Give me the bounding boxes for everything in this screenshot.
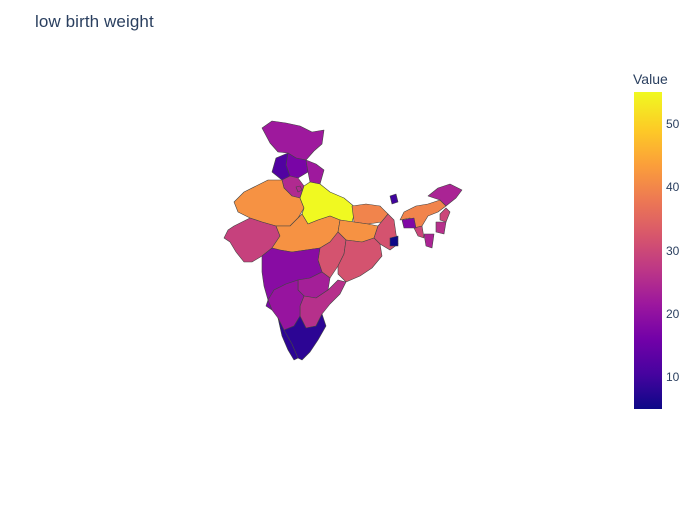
state-nagaland[interactable]: Nagaland: 30 [439, 207, 451, 223]
state-dadra-and-nagar-haveli[interactable]: Dadra and Nagar Haveli: 5 [389, 235, 399, 247]
state-tripura[interactable]: Tripura: 30 [413, 225, 425, 239]
state-arunachal-pradesh[interactable]: Arunachal Pradesh: 24 [427, 183, 463, 207]
colorbar-gradient [634, 92, 662, 409]
colorbar-tick-label: 10 [666, 370, 680, 385]
state-mizoram[interactable]: Mizoram: 24 [423, 233, 435, 249]
state-delhi[interactable]: Delhi: 25 [295, 185, 303, 193]
state-odisha[interactable]: Odisha: 32 [337, 237, 383, 283]
state-uttarakhand[interactable]: Uttarakhand: 22 [305, 159, 325, 185]
state-sikkim[interactable]: Sikkim: 10 [389, 193, 399, 205]
state-meghalaya[interactable]: Meghalaya: 18 [401, 217, 417, 229]
chart-title: low birth weight [35, 12, 154, 31]
colorbar-title: Value [633, 71, 668, 87]
state-jammu-and-kashmir[interactable]: Jammu and Kashmir: 22 [261, 120, 325, 161]
colorbar-tick-label: 40 [666, 180, 680, 195]
colorbar-tick-label: 50 [666, 116, 680, 131]
state-manipur[interactable]: Manipur: 26 [435, 221, 447, 235]
state-goa[interactable]: Goa: 17 [265, 299, 273, 311]
state-tamil-nadu[interactable]: Tamil Nadu: 8 [283, 313, 327, 361]
state-gujarat[interactable]: Gujarat: 29 [223, 217, 281, 263]
colorbar-tick-label: 20 [666, 306, 680, 321]
colorbar-tick-label: 30 [666, 243, 680, 258]
